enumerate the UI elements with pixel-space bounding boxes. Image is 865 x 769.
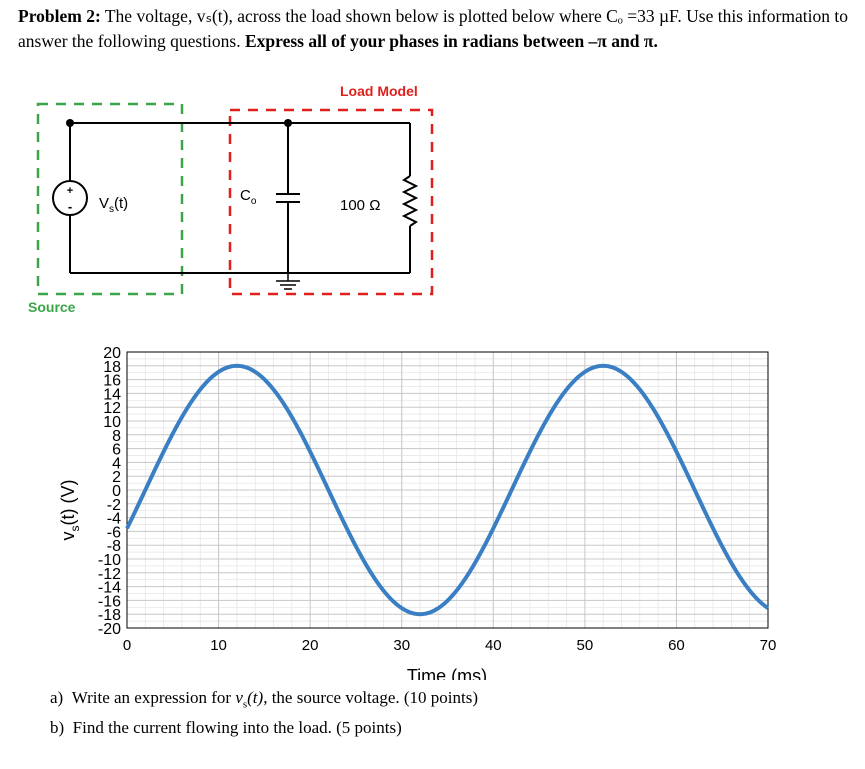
resistor-value-label: 100 Ω bbox=[340, 197, 380, 214]
x-axis-label: Time (ms) bbox=[407, 666, 487, 680]
y-tick-label: -6 bbox=[107, 524, 121, 541]
y-tick-label: 4 bbox=[112, 455, 121, 472]
circuit-wires bbox=[69, 122, 411, 274]
x-tick-label: 70 bbox=[760, 637, 777, 654]
source-box bbox=[36, 102, 184, 296]
x-tick-label: 10 bbox=[210, 637, 227, 654]
source-voltage-label: Vs(t) bbox=[99, 195, 128, 215]
problem-label: Problem 2: bbox=[18, 6, 101, 26]
x-tick-label: 20 bbox=[302, 637, 319, 654]
x-tick-label: 60 bbox=[668, 637, 685, 654]
load-box bbox=[228, 108, 434, 296]
y-tick-label: 6 bbox=[112, 442, 121, 459]
y-tick-label: 12 bbox=[103, 400, 121, 417]
y-tick-label: -2 bbox=[107, 497, 121, 514]
y-tick-label: -10 bbox=[98, 552, 121, 569]
node-dot-top-left bbox=[66, 119, 74, 127]
y-tick-label: -4 bbox=[107, 511, 121, 528]
y-tick-label: 18 bbox=[103, 359, 121, 376]
y-tick-label: 20 bbox=[103, 345, 121, 362]
capacitor-icon bbox=[276, 193, 300, 203]
y-tick-label: -18 bbox=[98, 607, 121, 624]
y-tick-label: -20 bbox=[98, 621, 121, 638]
x-tick-label: 0 bbox=[123, 637, 131, 654]
problem-text: The voltage, vₛ(t), across the load show… bbox=[18, 6, 848, 51]
y-tick-label: 8 bbox=[112, 428, 121, 445]
node-dot-top-mid bbox=[284, 119, 292, 127]
source-minus-sign: - bbox=[68, 199, 72, 214]
problem-statement: Problem 2: The voltage, vₛ(t), across th… bbox=[18, 4, 848, 54]
x-tick-label: 50 bbox=[577, 637, 594, 654]
source-plus-sign: + bbox=[67, 185, 73, 197]
load-model-title: Load Model bbox=[340, 83, 418, 99]
y-tick-label: -12 bbox=[98, 566, 121, 583]
problem-bold-instruction: Express all of your phases in radians be… bbox=[244, 31, 658, 51]
ground-icon bbox=[276, 273, 300, 290]
y-axis-label: vs(t) (V) bbox=[58, 480, 82, 541]
grid-major bbox=[126, 351, 769, 629]
voltage-plot: 0 10 20 30 40 50 60 70 -20-18-16-14-12-10-8-6-4… bbox=[58, 345, 777, 680]
x-tick-label: 30 bbox=[393, 637, 410, 654]
y-tick-label: 10 bbox=[103, 414, 121, 431]
x-tick-label: 40 bbox=[485, 637, 502, 654]
y-tick-label: 16 bbox=[103, 373, 121, 390]
question-a: a) Write an expression for vs(t), the so… bbox=[50, 688, 478, 711]
y-axis-ticks: -20-18-16-14-12-10-8-6-4-202468101214161… bbox=[98, 345, 121, 638]
plot-frame bbox=[126, 351, 769, 629]
capacitor-label: Co bbox=[240, 187, 257, 207]
y-tick-label: 2 bbox=[112, 469, 121, 486]
resistor-icon bbox=[401, 175, 419, 227]
source-title: Source bbox=[28, 299, 76, 315]
series-line-vs bbox=[125, 363, 770, 617]
y-tick-label: -14 bbox=[98, 580, 121, 597]
question-a-variable: v bbox=[235, 688, 243, 707]
question-b: b) Find the current flowing into the loa… bbox=[50, 718, 402, 737]
y-tick-label: 0 bbox=[112, 483, 121, 500]
y-tick-label: -8 bbox=[107, 538, 121, 555]
circuit-diagram: + - Vs(t) Co 100 Ω Load Model Source bbox=[28, 83, 434, 315]
y-tick-label: -16 bbox=[98, 593, 121, 610]
y-tick-label: 14 bbox=[103, 386, 121, 403]
x-axis-ticks: 0 10 20 30 40 50 60 70 bbox=[123, 637, 777, 654]
voltage-source-icon: + - bbox=[52, 180, 88, 216]
